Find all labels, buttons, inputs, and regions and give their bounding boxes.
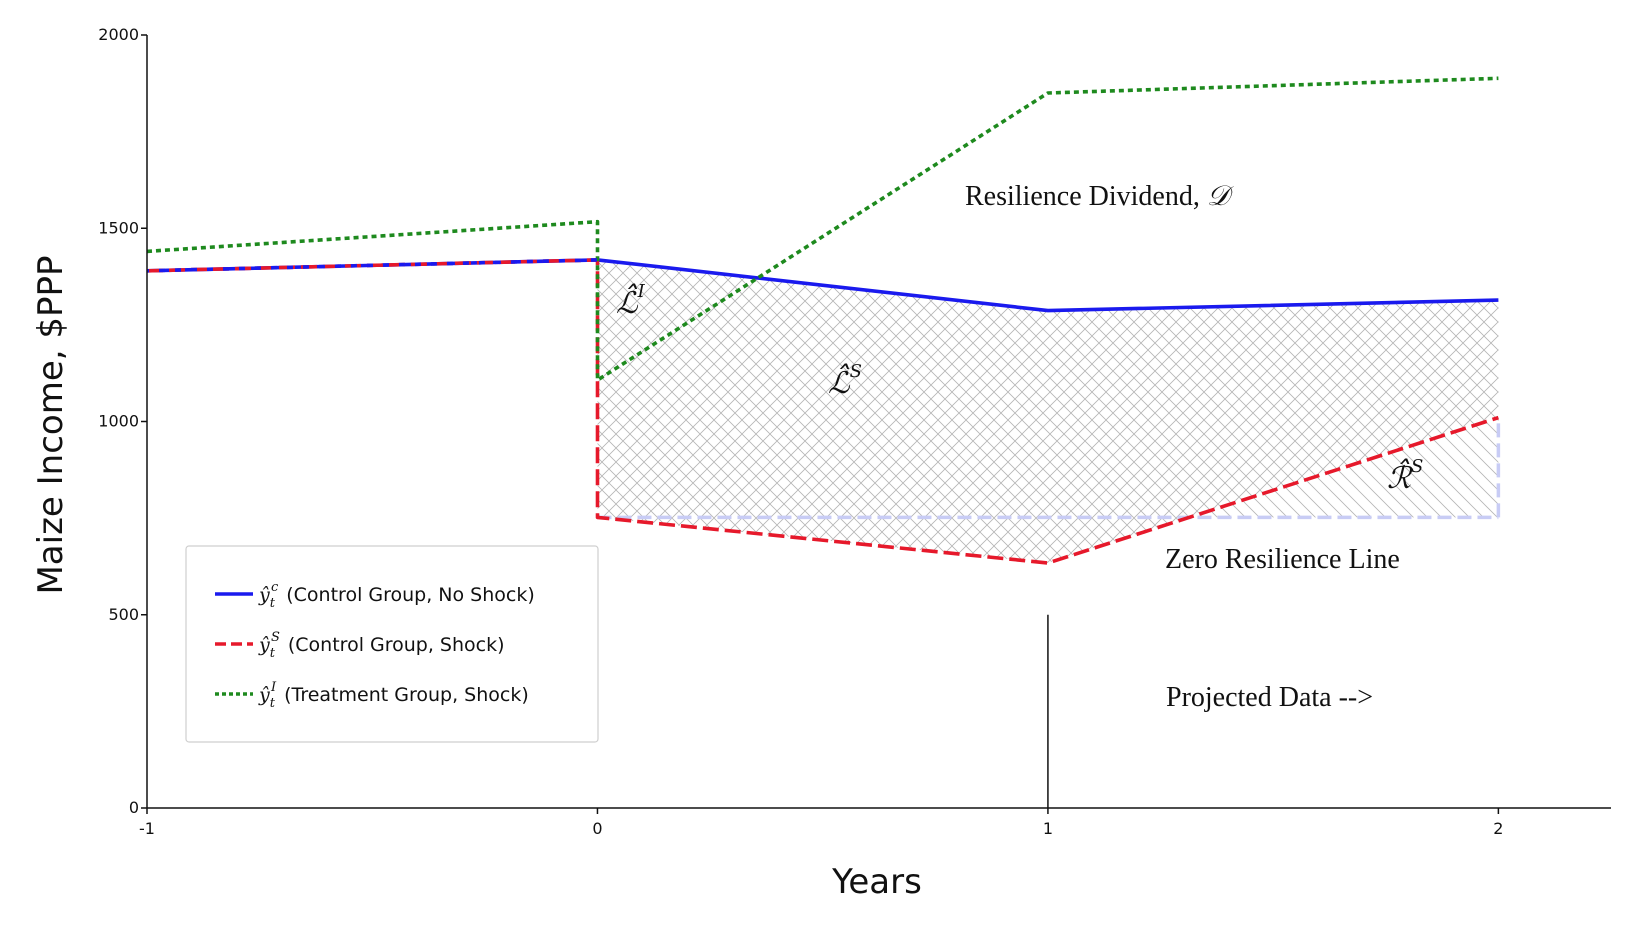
y-tick-label: 500 — [108, 605, 139, 624]
x-tick-label: 0 — [592, 819, 602, 838]
y-tick-label: 2000 — [98, 25, 139, 44]
annotation-projected-data: Projected Data --> — [1166, 682, 1373, 713]
legend-box — [185, 545, 599, 743]
annotation-loss-shock: ℒ̂S — [828, 361, 862, 401]
y-tick-label: 1000 — [98, 412, 139, 431]
legend-label-control-shock: ŷtS (Control Group, Shock) — [258, 630, 505, 661]
y-tick-label: 0 — [129, 798, 139, 817]
series-line-treatment-shock — [146, 76, 1499, 382]
legend-item-treatment-shock: ŷtI (Treatment Group, Shock) — [215, 680, 529, 711]
y-axis-title: Maize Income, $PPP — [31, 255, 71, 594]
legend-item-control-shock: ŷtS (Control Group, Shock) — [215, 630, 505, 661]
series-lines — [146, 76, 1499, 565]
y-tick-label: 1500 — [98, 218, 139, 237]
auxiliary-lines — [597, 417, 1501, 808]
x-tick-label: 2 — [1493, 819, 1503, 838]
legend: ŷtc (Control Group, No Shock) ŷtS (Control… — [185, 545, 599, 743]
annotation-recovery-shock: ℛ̂S — [1387, 456, 1423, 496]
legend-item-control-no-shock: ŷtc (Control Group, No Shock) — [215, 580, 535, 611]
x-tick-label: 1 — [1043, 819, 1053, 838]
legend-label-treatment-shock: ŷtI (Treatment Group, Shock) — [258, 680, 529, 711]
x-tick-label: -1 — [139, 819, 155, 838]
annotations: Resilience Dividend, 𝒟 Zero Resilience L… — [616, 179, 1423, 713]
loss-area — [597, 259, 1499, 563]
annotation-zero-resilience-line: Zero Resilience Line — [1165, 544, 1400, 575]
annotation-loss-treatment: ℒ̂I — [616, 281, 646, 321]
x-axis-title: Years — [831, 862, 922, 902]
legend-label-control-no-shock: ŷtc (Control Group, No Shock) — [258, 580, 535, 611]
series-line-overlap — [146, 258, 598, 273]
annotation-resilience-dividend: Resilience Dividend, 𝒟 — [965, 179, 1234, 212]
